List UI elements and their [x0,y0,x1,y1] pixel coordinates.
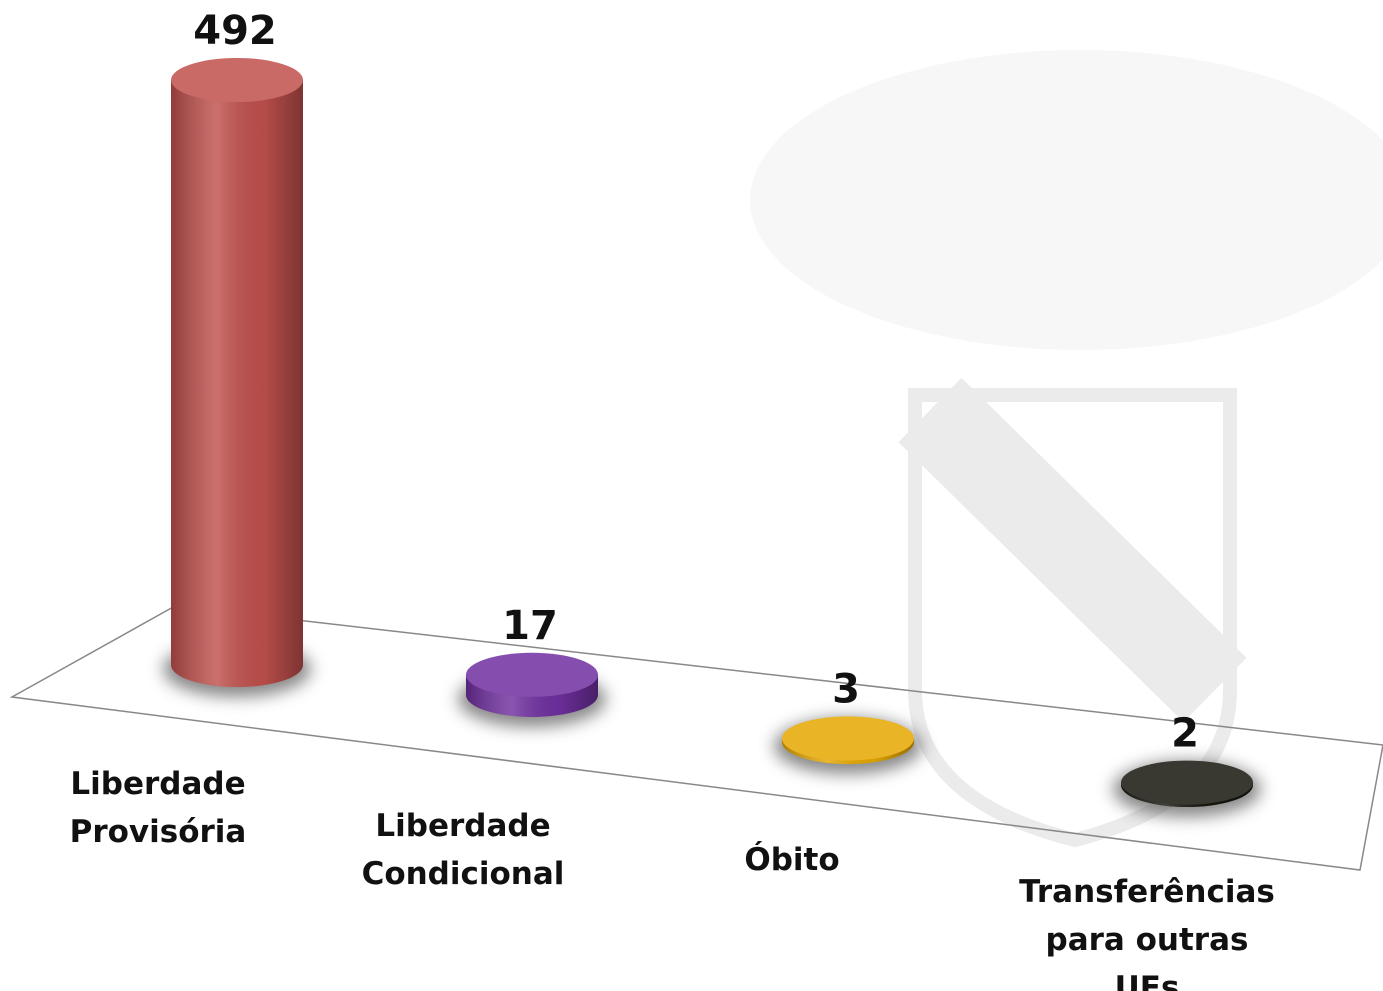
cylinder-top-highlight [466,653,598,697]
category-label: Transferências para outras UFs [1017,868,1277,991]
cylinder-top-highlight [171,58,303,102]
cylinder [171,58,303,687]
cylinder [1121,761,1253,807]
value-label: 17 [502,603,558,649]
cylinder-top-highlight [782,716,914,760]
category-label: Óbito [662,836,922,884]
value-label: 3 [832,666,860,712]
value-label: 2 [1171,711,1199,757]
cylinder-top-highlight [1121,761,1253,805]
category-label: Liberdade Condicional [333,802,593,898]
cylinder-shading [171,80,303,687]
cylinder [466,653,598,717]
page: 492 17 3 2 Liberdade Provisória Liberdade Co… [0,0,1383,991]
category-label: Liberdade Provisória [28,760,288,856]
value-label: 492 [193,8,277,54]
cylinder [782,716,914,764]
